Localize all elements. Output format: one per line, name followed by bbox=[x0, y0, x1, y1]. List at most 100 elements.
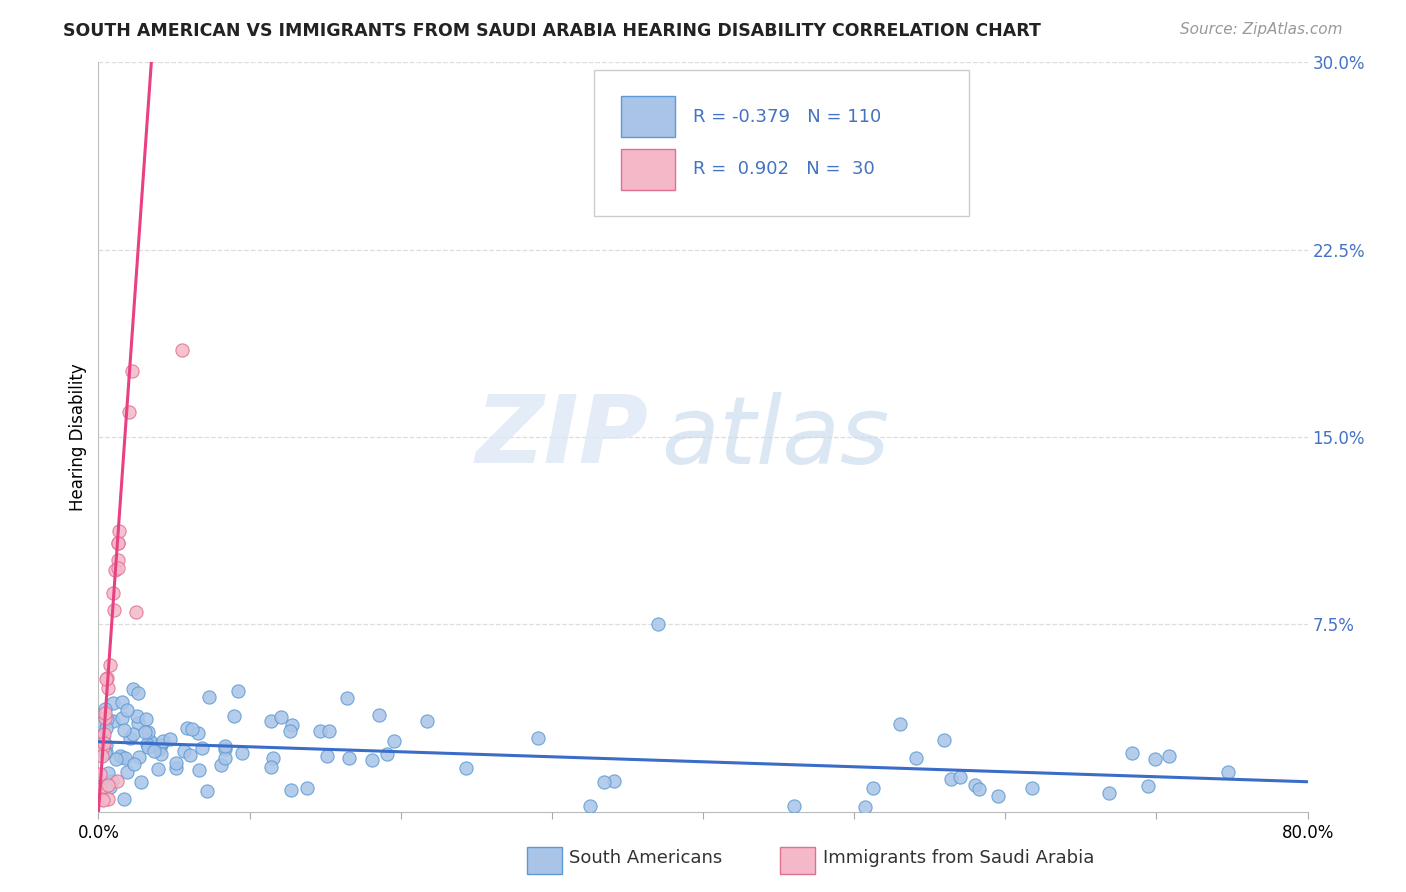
Point bbox=[336, 691, 359, 706]
Text: Immigrants from Saudi Arabia: Immigrants from Saudi Arabia bbox=[823, 849, 1094, 867]
Point bbox=[101, 714, 124, 728]
Point bbox=[170, 343, 193, 357]
Point bbox=[117, 405, 139, 419]
Point bbox=[214, 751, 236, 765]
Point bbox=[136, 737, 159, 751]
Point bbox=[526, 731, 548, 746]
Point bbox=[142, 744, 165, 758]
Point bbox=[115, 703, 138, 717]
Point bbox=[101, 774, 124, 789]
Point bbox=[197, 690, 219, 705]
Point bbox=[112, 723, 135, 737]
Point bbox=[165, 760, 187, 774]
Point bbox=[295, 780, 318, 795]
Point bbox=[134, 725, 156, 739]
Text: Source: ZipAtlas.com: Source: ZipAtlas.com bbox=[1180, 22, 1343, 37]
Point bbox=[262, 751, 284, 765]
Point bbox=[89, 766, 111, 780]
Point bbox=[382, 734, 405, 748]
Point bbox=[260, 760, 283, 774]
Point bbox=[309, 724, 332, 739]
Text: R = -0.379   N = 110: R = -0.379 N = 110 bbox=[693, 108, 882, 126]
Point bbox=[280, 783, 302, 797]
Point bbox=[107, 561, 129, 575]
Point bbox=[115, 764, 138, 779]
Point bbox=[129, 775, 152, 789]
Point bbox=[125, 605, 148, 619]
Point bbox=[94, 710, 117, 724]
Point bbox=[190, 741, 212, 756]
Point bbox=[195, 784, 218, 798]
Point bbox=[103, 603, 125, 617]
Point bbox=[579, 798, 602, 813]
Point bbox=[111, 750, 134, 764]
Point bbox=[94, 746, 117, 760]
Point bbox=[98, 658, 121, 673]
Point bbox=[226, 683, 249, 698]
Point bbox=[647, 617, 669, 632]
Point bbox=[93, 736, 115, 750]
Point bbox=[136, 725, 159, 739]
Point bbox=[783, 799, 806, 814]
Point bbox=[281, 718, 304, 732]
Point bbox=[120, 731, 142, 746]
Point bbox=[107, 535, 129, 549]
Point bbox=[932, 732, 955, 747]
Point bbox=[316, 748, 339, 763]
Point bbox=[152, 734, 174, 748]
Point bbox=[375, 747, 398, 761]
Point bbox=[121, 364, 143, 378]
Point bbox=[361, 753, 384, 767]
Point bbox=[278, 724, 301, 739]
Point bbox=[318, 723, 340, 738]
Point bbox=[231, 747, 253, 761]
Point bbox=[105, 774, 128, 789]
Point bbox=[128, 750, 150, 764]
Point bbox=[1098, 786, 1121, 800]
Point bbox=[91, 749, 114, 764]
Point bbox=[136, 739, 159, 754]
Point bbox=[91, 792, 114, 806]
Point bbox=[1136, 780, 1159, 794]
Point bbox=[187, 725, 209, 739]
FancyBboxPatch shape bbox=[595, 70, 969, 216]
Point bbox=[104, 563, 127, 577]
Point bbox=[91, 735, 114, 749]
Point bbox=[1121, 746, 1143, 760]
Point bbox=[111, 695, 134, 709]
Text: atlas: atlas bbox=[661, 392, 889, 483]
Point bbox=[949, 771, 972, 785]
Point bbox=[103, 586, 125, 600]
Point bbox=[159, 732, 181, 747]
Point bbox=[963, 778, 986, 792]
Point bbox=[139, 736, 162, 750]
Text: R =  0.902   N =  30: R = 0.902 N = 30 bbox=[693, 161, 875, 178]
FancyBboxPatch shape bbox=[621, 149, 675, 190]
Point bbox=[96, 671, 118, 685]
Point bbox=[593, 774, 616, 789]
Point bbox=[179, 747, 201, 762]
Point bbox=[969, 782, 991, 797]
Point bbox=[89, 782, 111, 797]
Point bbox=[97, 778, 120, 792]
Point bbox=[173, 744, 195, 758]
Point bbox=[94, 672, 117, 686]
Point bbox=[181, 722, 204, 736]
Point bbox=[367, 708, 389, 723]
Point bbox=[150, 747, 173, 762]
Point bbox=[93, 702, 115, 716]
Point bbox=[114, 751, 136, 765]
Point bbox=[94, 706, 117, 720]
Point bbox=[108, 524, 131, 538]
Point bbox=[862, 781, 884, 796]
Point bbox=[89, 717, 111, 731]
Point bbox=[1143, 752, 1166, 766]
Point bbox=[270, 710, 292, 724]
Point bbox=[139, 733, 162, 747]
Point bbox=[111, 711, 134, 725]
Point bbox=[260, 714, 283, 729]
Point bbox=[214, 739, 236, 754]
Point bbox=[93, 727, 115, 741]
Point bbox=[107, 552, 129, 566]
Point bbox=[165, 756, 187, 771]
